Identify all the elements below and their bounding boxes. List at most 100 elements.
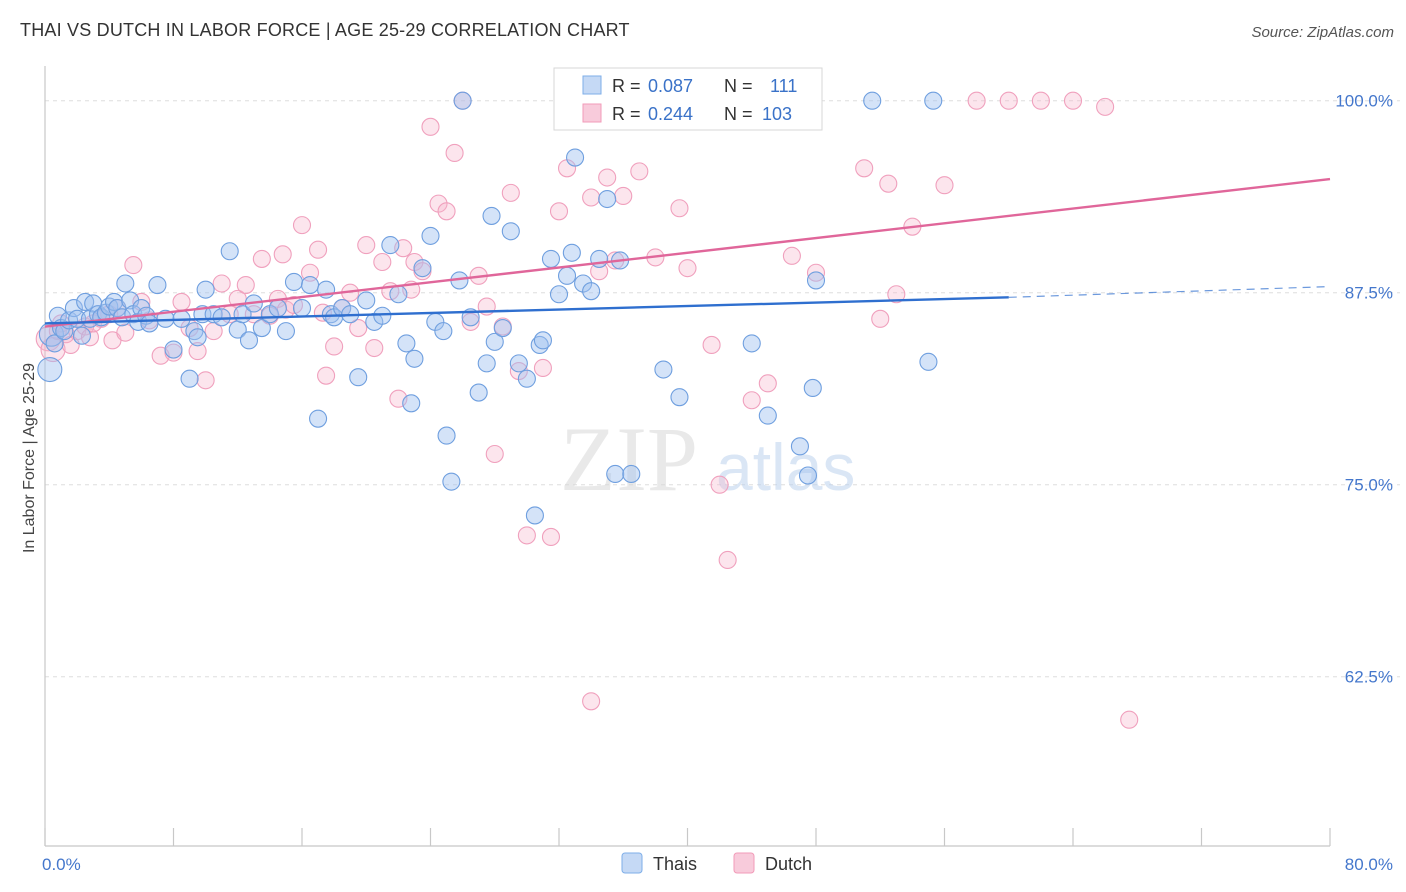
dutch-point: [710, 475, 729, 494]
dutch-point: [871, 309, 890, 328]
thais-point: [434, 322, 453, 341]
dutch-point: [806, 263, 826, 282]
thais-point: [148, 275, 167, 295]
gridlines: [45, 100, 1400, 678]
watermark: ZIP atlas: [560, 408, 855, 510]
thais-point: [220, 242, 239, 261]
dutch-point: [855, 159, 874, 178]
thais-point: [482, 206, 501, 225]
watermark-zip: ZIP: [560, 408, 698, 510]
dutch-point: [1031, 91, 1050, 110]
thais-point: [562, 243, 581, 262]
legend-swatch-thais: [621, 852, 643, 874]
dutch-point: [317, 366, 336, 385]
dutch-point: [172, 292, 191, 311]
dutch-point: [252, 249, 271, 268]
y-axis-label: In Labor Force | Age 25-29: [21, 363, 38, 553]
thais-point: [276, 322, 295, 341]
thais-point: [469, 383, 488, 402]
thais-point: [803, 378, 822, 398]
dutch-r-label: R =: [612, 104, 641, 124]
thais-point: [373, 306, 392, 325]
dutch-point: [437, 202, 456, 221]
dutch-n-label: N =: [724, 104, 753, 124]
thais-point: [405, 349, 424, 368]
dutch-point: [461, 312, 480, 331]
thais-point: [239, 331, 259, 350]
dutch-point: [309, 240, 328, 259]
dutch-point: [549, 202, 569, 221]
dutch-point: [365, 338, 384, 358]
thais-point: [268, 299, 287, 318]
dutch-point: [702, 335, 721, 354]
thais-point: [541, 249, 561, 268]
thais-point: [477, 354, 496, 373]
legend-swatch-dutch: [733, 852, 755, 874]
thais-point: [300, 275, 320, 295]
thais-n-label: N =: [724, 76, 753, 96]
dutch-point: [582, 188, 601, 207]
dutch-point: [887, 285, 906, 304]
x-tick-label: 0.0%: [42, 855, 81, 874]
thais-point: [566, 148, 585, 167]
thais-point: [517, 369, 536, 388]
thais-r-label: R =: [612, 76, 641, 96]
dutch-point: [485, 444, 504, 464]
thais-point: [37, 356, 63, 383]
thais-point: [402, 394, 421, 413]
dutch-point: [292, 216, 312, 235]
thais-point: [140, 314, 159, 333]
dutch-point: [517, 526, 536, 545]
thais-point: [453, 91, 472, 110]
dutch-point: [349, 318, 368, 338]
thais-point: [590, 249, 609, 268]
dutch-point: [273, 245, 292, 264]
thais-point: [349, 368, 368, 387]
thais-point: [654, 360, 673, 379]
thais-point: [164, 340, 183, 359]
y-tick-label: 75.0%: [1345, 476, 1393, 495]
dutch-point: [935, 176, 954, 195]
tick-labels: 62.5% 75.0% 87.5% 100.0% 0.0% 80.0%: [42, 92, 1393, 874]
dutch-point: [879, 174, 898, 193]
y-tick-label: 87.5%: [1345, 284, 1393, 303]
dutch-legend-swatch: [582, 103, 602, 123]
dutch-point: [1120, 710, 1139, 729]
dutch-point: [196, 371, 215, 390]
dutch-point: [188, 342, 207, 361]
dutch-point: [236, 275, 255, 295]
thais-point: [742, 334, 761, 353]
thais-legend-swatch: [582, 75, 602, 95]
thais-point: [806, 271, 826, 290]
y-tick-label: 100.0%: [1335, 92, 1393, 111]
dutch-point: [630, 162, 649, 181]
legend-label-dutch: Dutch: [765, 854, 812, 874]
dutch-point: [1063, 91, 1083, 110]
dutch-point: [300, 263, 320, 282]
dutch-point: [782, 246, 801, 265]
dutch-point: [614, 186, 633, 206]
axes: [44, 66, 1331, 847]
thais-point: [919, 352, 938, 371]
thais-point: [357, 291, 376, 310]
dutch-point: [541, 527, 561, 546]
dutch-point: [1096, 97, 1115, 116]
thais-point: [557, 266, 577, 285]
thais-point: [442, 472, 461, 491]
dutch-point: [598, 168, 617, 187]
dutch-point: [116, 323, 135, 342]
thais-point: [321, 305, 340, 324]
dutch-point: [325, 337, 344, 356]
dutch-point: [212, 274, 231, 293]
x-tick-label: 80.0%: [1345, 855, 1393, 874]
dutch-point: [373, 252, 392, 272]
thais-r-value: 0.087: [648, 76, 693, 96]
y-tick-label: 62.5%: [1345, 668, 1393, 687]
thais-point: [606, 464, 625, 484]
chart-source: Source: ZipAtlas.com: [1251, 24, 1394, 41]
thais-point: [798, 466, 818, 485]
thais-point: [509, 354, 528, 373]
dutch-point: [533, 358, 552, 378]
dutch-point: [670, 199, 689, 218]
